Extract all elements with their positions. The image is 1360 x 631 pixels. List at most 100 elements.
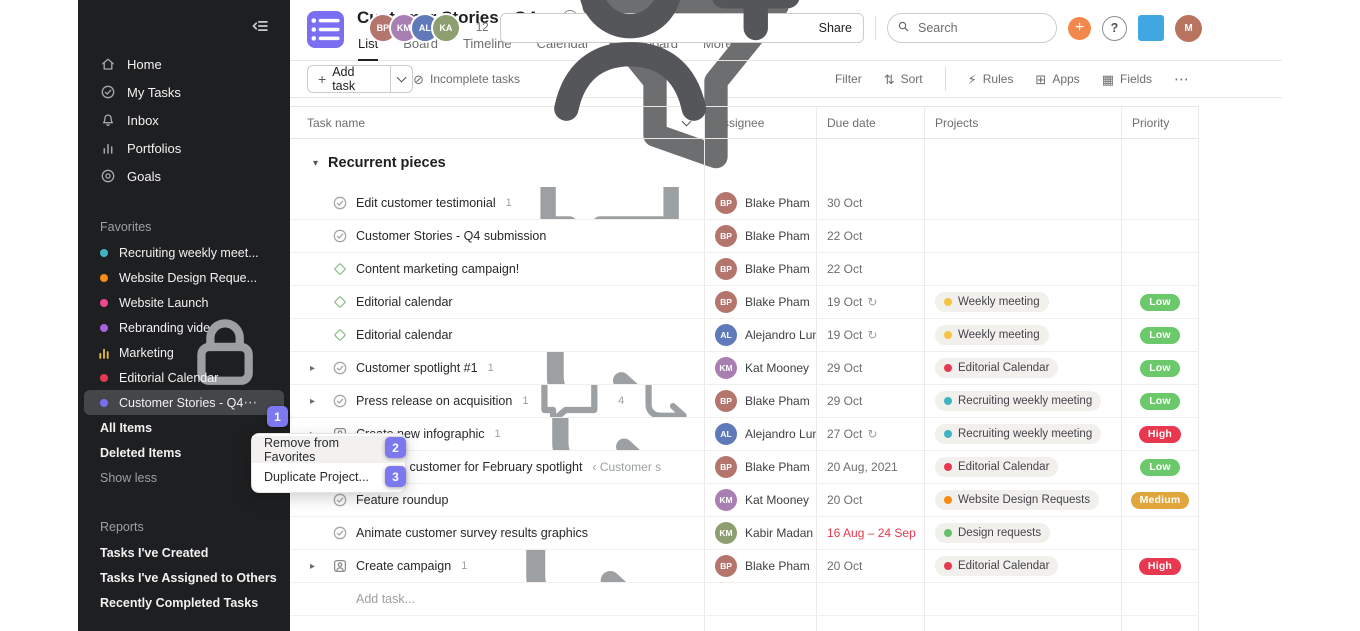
due-date-cell[interactable]: 19 Oct ↻ xyxy=(817,286,925,318)
task-name[interactable]: Editorial calendar xyxy=(356,295,453,309)
sort-button[interactable]: ⇅ Sort xyxy=(884,72,923,86)
sidebar-favorite-item[interactable]: Customer Stories - Q4 ⋯ xyxy=(84,390,284,415)
sidebar-nav-item[interactable]: My Tasks xyxy=(78,78,290,106)
projects-cell[interactable]: Recruiting weekly meeting xyxy=(925,418,1122,450)
expand-arrow-icon[interactable]: ▸ xyxy=(310,395,316,407)
expand-arrow-icon[interactable]: ▸ xyxy=(310,362,316,374)
priority-cell[interactable]: Low xyxy=(1122,319,1199,351)
task-name[interactable]: Customer Stories - Q4 submission xyxy=(356,229,547,243)
item-overflow-icon[interactable]: ⋯ xyxy=(243,394,259,410)
due-date-cell[interactable]: 22 Oct xyxy=(817,253,925,285)
apps-button[interactable]: ⊞ Apps xyxy=(1035,72,1079,86)
sidebar-report-link[interactable]: Tasks I've Assigned to Others xyxy=(78,565,290,590)
due-date-cell[interactable]: 29 Oct xyxy=(817,385,925,417)
assignee-cell[interactable]: BP Blake Pham xyxy=(705,187,817,219)
sidebar-favorite-item[interactable]: Recruiting weekly meet... xyxy=(78,240,290,265)
show-less-link[interactable]: Show less xyxy=(78,465,290,490)
view-tab[interactable]: Timeline xyxy=(462,36,512,51)
project-chip[interactable]: Editorial Calendar xyxy=(935,358,1059,378)
task-type-icon[interactable] xyxy=(332,195,348,211)
project-chip[interactable]: Weekly meeting xyxy=(935,325,1049,345)
projects-cell[interactable]: Editorial Calendar xyxy=(925,451,1122,483)
projects-cell[interactable] xyxy=(925,220,1122,252)
assignee-cell[interactable]: KM Kat Mooney xyxy=(705,484,817,516)
rules-button[interactable]: ⚡ Rules xyxy=(968,72,1014,86)
task-name[interactable]: Press release on acquisition xyxy=(356,394,513,408)
task-type-icon[interactable] xyxy=(332,360,348,376)
column-due-date[interactable]: Due date xyxy=(817,107,925,138)
priority-cell[interactable]: High xyxy=(1122,550,1199,582)
sidebar-nav-item[interactable]: Goals xyxy=(78,162,290,190)
assignee-cell[interactable]: KM Kat Mooney xyxy=(705,352,817,384)
section-collapse-icon[interactable]: ▾ xyxy=(313,157,319,169)
task-type-icon[interactable] xyxy=(332,525,348,541)
member-avatars[interactable]: BP KM AL KA xyxy=(367,13,461,43)
add-task-button[interactable]: + Add task xyxy=(307,65,414,93)
assignee-cell[interactable]: BP Blake Pham xyxy=(705,550,817,582)
menu-item-duplicate-project[interactable]: Duplicate Project... xyxy=(264,469,369,484)
table-row[interactable]: Feature roundup KM Kat Mooney 20 Oct Web… xyxy=(290,484,1199,517)
priority-cell[interactable]: Low xyxy=(1122,451,1199,483)
share-button[interactable]: Share xyxy=(499,0,864,121)
project-chip[interactable]: Weekly meeting xyxy=(935,292,1049,312)
task-type-icon[interactable] xyxy=(332,327,348,343)
projects-cell[interactable]: Weekly meeting xyxy=(925,319,1122,351)
priority-cell[interactable]: High xyxy=(1122,418,1199,450)
projects-cell[interactable]: Editorial Calendar xyxy=(925,550,1122,582)
column-assignee[interactable]: Assignee xyxy=(705,107,817,138)
task-type-icon[interactable] xyxy=(332,558,348,574)
column-task-name[interactable]: Task name xyxy=(290,107,705,138)
section-title[interactable]: Recurrent pieces xyxy=(328,155,446,171)
create-button[interactable]: + xyxy=(1068,16,1091,40)
due-date-cell[interactable]: 20 Oct xyxy=(817,484,925,516)
assignee-cell[interactable]: BP Blake Pham xyxy=(705,253,817,285)
priority-cell[interactable]: Low xyxy=(1122,385,1199,417)
add-task-row[interactable]: Add task... xyxy=(290,583,1199,616)
task-name[interactable]: Animate customer survey results graphics xyxy=(356,526,589,540)
table-row[interactable]: Editorial calendar BP Blake Pham 19 Oct … xyxy=(290,286,1199,319)
table-row[interactable]: Customer Stories - Q4 submission BP Blak… xyxy=(290,220,1199,253)
due-date-cell[interactable]: 27 Oct ↻ xyxy=(817,418,925,450)
table-row[interactable]: ▸ Create new infographic 1 AL Alejandro … xyxy=(290,418,1199,451)
sidebar-nav-item[interactable]: Inbox xyxy=(78,106,290,134)
assignee-cell[interactable]: KM Kabir Madan xyxy=(705,517,817,549)
assignee-cell[interactable]: AL Alejandro Luna xyxy=(705,418,817,450)
projects-cell[interactable] xyxy=(925,253,1122,285)
task-name[interactable]: Content marketing campaign! xyxy=(356,262,520,276)
task-name[interactable]: Edit customer testimonial xyxy=(356,196,496,210)
task-name[interactable]: Customer spotlight #1 xyxy=(356,361,478,375)
task-type-icon[interactable] xyxy=(332,228,348,244)
sidebar-nav-item[interactable]: Home xyxy=(78,50,290,78)
task-type-icon[interactable] xyxy=(332,261,348,277)
table-row[interactable]: ▸ Create campaign 1 BP Blake Pham 20 Oct… xyxy=(290,550,1199,583)
search-input[interactable] xyxy=(887,13,1057,43)
column-priority[interactable]: Priority xyxy=(1122,107,1199,138)
task-name[interactable]: Create campaign xyxy=(356,559,452,573)
due-date-cell[interactable]: 30 Oct xyxy=(817,187,925,219)
add-task-dropdown[interactable] xyxy=(389,66,413,92)
sidebar-favorite-item[interactable]: Editorial Calendar xyxy=(78,365,290,390)
priority-cell[interactable]: Medium xyxy=(1122,484,1199,516)
app-tile[interactable] xyxy=(1138,15,1164,41)
menu-item-remove-from-favorites[interactable]: Remove from Favorites xyxy=(252,436,405,464)
sidebar-collapse-icon[interactable] xyxy=(250,16,270,36)
table-row[interactable]: ▸ Press release on acquisition 1 4 BP Bl… xyxy=(290,385,1199,418)
task-type-icon[interactable] xyxy=(332,294,348,310)
task-type-icon[interactable] xyxy=(332,492,348,508)
assignee-cell[interactable]: BP Blake Pham xyxy=(705,385,817,417)
due-date-cell[interactable]: 20 Aug, 2021 xyxy=(817,451,925,483)
table-row[interactable]: Animate customer survey results graphics… xyxy=(290,517,1199,550)
priority-cell[interactable]: Low xyxy=(1122,352,1199,384)
priority-cell[interactable]: Low xyxy=(1122,286,1199,318)
projects-cell[interactable]: Website Design Requests xyxy=(925,484,1122,516)
assignee-cell[interactable]: BP Blake Pham xyxy=(705,286,817,318)
fields-button[interactable]: ▦ Fields xyxy=(1102,72,1152,86)
priority-cell[interactable] xyxy=(1122,253,1199,285)
sidebar-report-link[interactable]: Recently Completed Tasks xyxy=(78,590,290,615)
project-chip[interactable]: Editorial Calendar xyxy=(935,457,1059,477)
task-name[interactable]: Interview customer for February spotligh… xyxy=(356,460,583,474)
due-date-cell[interactable]: 22 Oct xyxy=(817,220,925,252)
table-row[interactable]: Interview customer for February spotligh… xyxy=(290,451,1199,484)
task-name[interactable]: Editorial calendar xyxy=(356,328,453,342)
assignee-cell[interactable]: AL Alejandro Luna xyxy=(705,319,817,351)
